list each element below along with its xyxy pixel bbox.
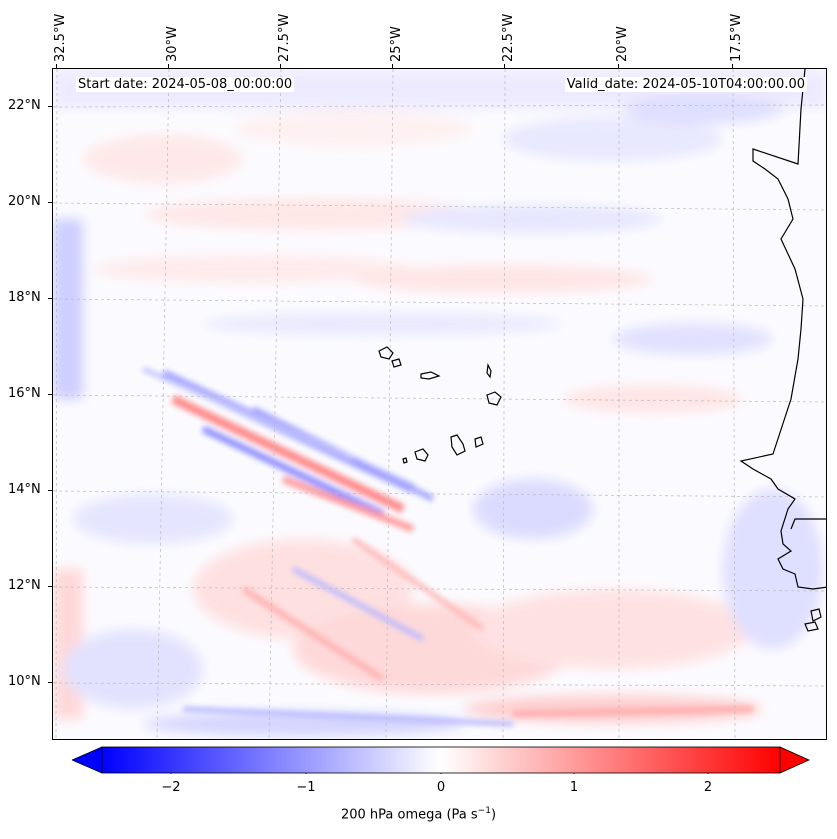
coastlines xyxy=(378,69,826,632)
colorbar-tick-label: −2 xyxy=(161,780,181,795)
lon-tick-mark xyxy=(280,64,281,68)
map-panel xyxy=(52,68,827,740)
colorbar-min-extend xyxy=(72,746,103,774)
lon-tick-mark xyxy=(56,64,57,68)
lat-tick-mark xyxy=(48,682,52,683)
colorbar-tick-label: 1 xyxy=(569,780,579,795)
colorbar-tick-label: −1 xyxy=(296,780,316,795)
colorbar-tick-label: 0 xyxy=(436,780,446,795)
colorbar-max-extend xyxy=(779,746,810,774)
lat-tick-mark xyxy=(48,586,52,587)
omega-field xyxy=(53,69,826,739)
colorbar-label-end: ) xyxy=(490,807,497,823)
lat-tick-label: 10°N xyxy=(8,674,41,689)
lat-tick-label: 20°N xyxy=(8,194,41,209)
lat-tick-label: 22°N xyxy=(8,98,41,113)
colorbar-gradient xyxy=(101,746,781,774)
colorbar-label-exponent: −1 xyxy=(477,806,491,816)
lon-tick-label: 30°W xyxy=(165,26,180,62)
lon-tick-mark xyxy=(168,64,169,68)
lat-tick-mark xyxy=(48,202,52,203)
lon-tick-label: 20°W xyxy=(615,26,630,62)
lon-tick-mark xyxy=(504,64,505,68)
lat-tick-label: 12°N xyxy=(8,578,41,593)
lat-tick-label: 18°N xyxy=(8,290,41,305)
omega-field-map xyxy=(53,69,826,739)
lat-tick-mark xyxy=(48,298,52,299)
lat-tick-mark xyxy=(48,106,52,107)
lon-tick-mark xyxy=(618,64,619,68)
colorbar xyxy=(72,746,810,774)
lon-tick-label: 22.5°W xyxy=(501,13,516,62)
lat-tick-mark xyxy=(48,394,52,395)
gridlines xyxy=(53,69,826,739)
lat-tick-mark xyxy=(48,490,52,491)
lon-tick-mark xyxy=(732,64,733,68)
lat-tick-label: 14°N xyxy=(8,482,41,497)
lon-tick-mark xyxy=(392,64,393,68)
colorbar-label-text: 200 hPa omega (Pa s xyxy=(340,807,478,823)
valid-date-label: Valid_date: 2024-05-10T04:00:00.00 xyxy=(564,77,807,92)
lon-tick-label: 17.5°W xyxy=(729,13,744,62)
colorbar-tick-label: 2 xyxy=(703,780,713,795)
lat-tick-label: 16°N xyxy=(8,386,41,401)
lon-tick-label: 32.5°W xyxy=(53,13,68,62)
lon-tick-label: 27.5°W xyxy=(277,13,292,62)
lon-tick-label: 25°W xyxy=(389,26,404,62)
colorbar-label: 200 hPa omega (Pa s−1) xyxy=(0,806,837,822)
start-date-label: Start date: 2024-05-08_00:00:00 xyxy=(76,77,295,92)
